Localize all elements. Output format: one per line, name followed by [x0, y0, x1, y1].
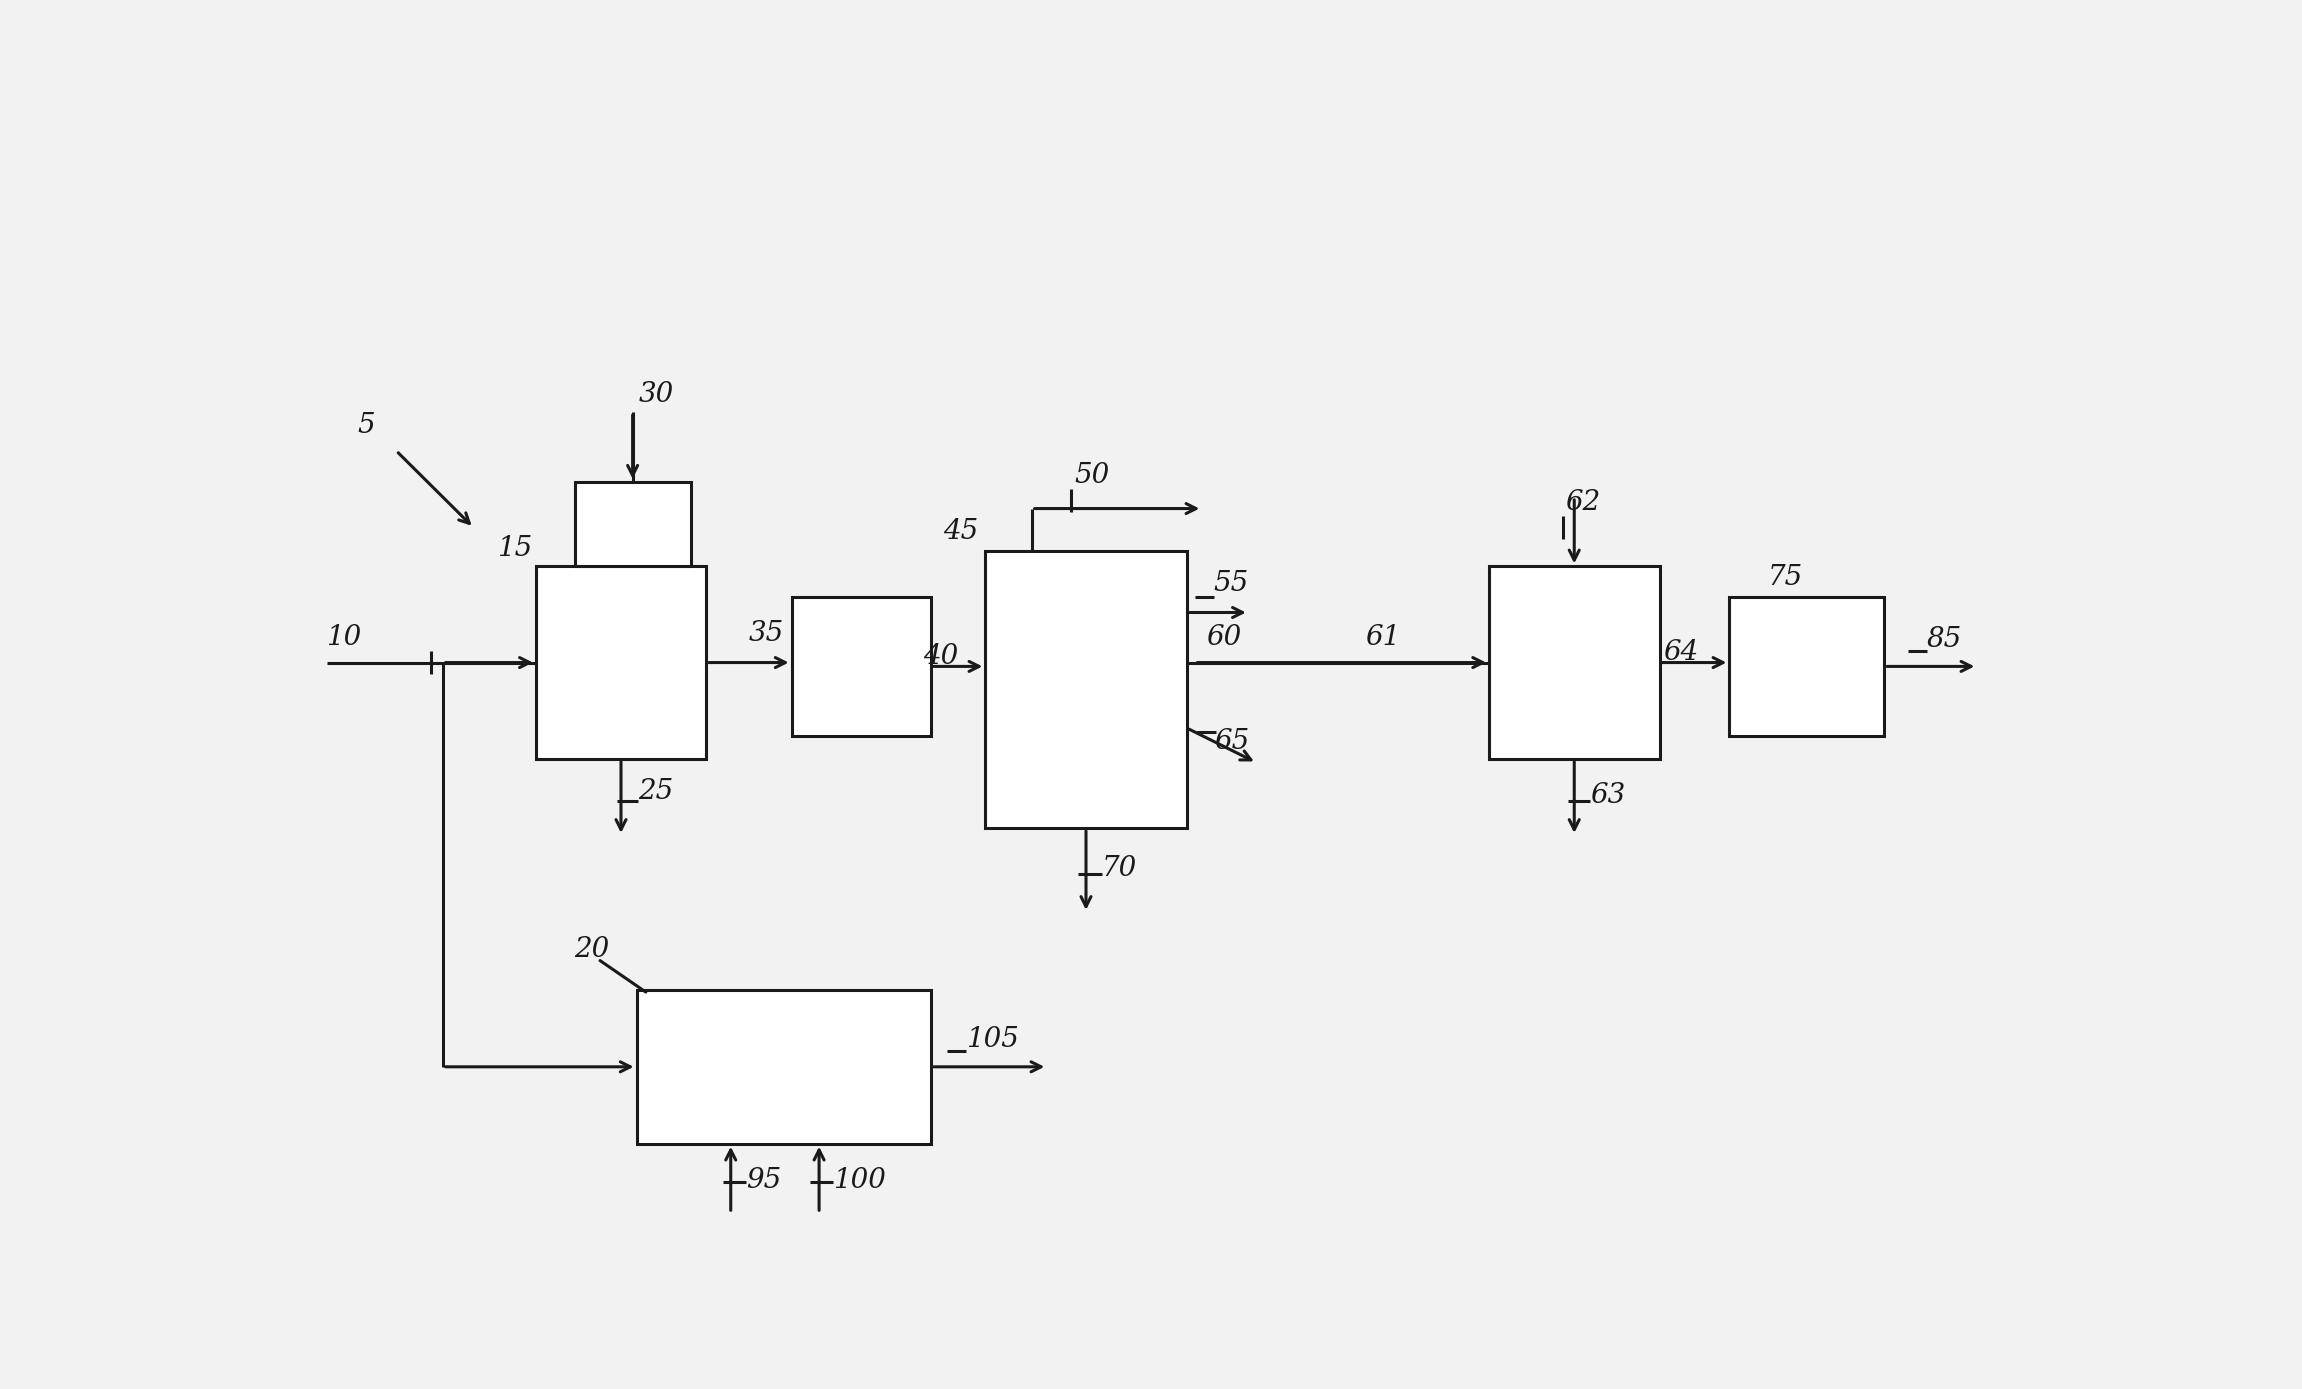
Text: 20: 20: [576, 936, 610, 963]
Text: 105: 105: [967, 1026, 1020, 1053]
Bar: [576, 482, 691, 567]
Bar: [792, 597, 930, 736]
Text: 10: 10: [327, 624, 361, 651]
Text: 60: 60: [1206, 624, 1241, 651]
Text: 95: 95: [746, 1167, 780, 1195]
Text: 35: 35: [748, 619, 785, 647]
Text: 5: 5: [357, 413, 375, 439]
Text: 70: 70: [1100, 856, 1137, 882]
Text: 55: 55: [1213, 569, 1250, 597]
Text: 30: 30: [640, 382, 674, 408]
Text: 100: 100: [833, 1167, 886, 1195]
Text: 50: 50: [1075, 463, 1110, 489]
Bar: [1729, 597, 1885, 736]
Text: 63: 63: [1591, 782, 1625, 808]
Text: 45: 45: [942, 518, 978, 544]
Text: 85: 85: [1927, 625, 1961, 653]
Text: 62: 62: [1565, 489, 1600, 517]
Text: 65: 65: [1213, 728, 1250, 756]
Text: 25: 25: [638, 778, 672, 806]
Text: 64: 64: [1664, 639, 1699, 667]
Text: 15: 15: [497, 536, 532, 563]
Text: 40: 40: [923, 643, 958, 671]
Text: 61: 61: [1365, 624, 1400, 651]
Bar: [635, 990, 930, 1143]
Bar: [985, 551, 1188, 828]
Bar: [1489, 567, 1660, 758]
Bar: [536, 567, 707, 758]
Text: 75: 75: [1768, 564, 1802, 590]
